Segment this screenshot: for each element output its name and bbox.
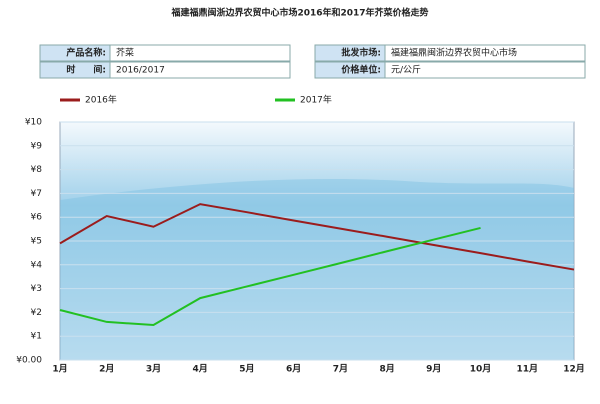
legend-label: 2016年 xyxy=(85,94,117,106)
info-value: 福建福鼎闽浙边界农贸中心市场 xyxy=(391,47,517,59)
y-tick-label: ¥2 xyxy=(31,308,42,318)
info-value-cell xyxy=(109,61,291,79)
x-tick-label: 5月 xyxy=(239,364,254,375)
info-label: 价格单位: xyxy=(341,64,381,76)
series-line xyxy=(59,226,481,327)
x-tick-label: 10月 xyxy=(470,364,492,375)
y-tick-label: ¥5 xyxy=(31,237,42,247)
info-value: 2016/2017 xyxy=(116,66,165,76)
info-label: 批发市场: xyxy=(341,47,381,59)
x-tick-label: 1月 xyxy=(52,364,67,375)
info-value-cell xyxy=(384,61,586,79)
y-tick-label: ¥8 xyxy=(31,165,43,175)
x-tick-label: 12月 xyxy=(563,364,585,375)
x-tick-label: 11月 xyxy=(517,364,539,375)
x-tick-label: 9月 xyxy=(426,364,441,375)
y-tick-label: ¥4 xyxy=(31,260,43,270)
y-tick-label: ¥9 xyxy=(31,141,43,151)
info-value: 芥菜 xyxy=(116,47,134,59)
x-tick-label: 4月 xyxy=(193,364,208,375)
y-tick-label: ¥3 xyxy=(31,284,42,294)
info-value-cell xyxy=(109,44,291,62)
info-label: 产品名称: xyxy=(66,47,106,59)
y-tick-label: ¥0.00 xyxy=(16,356,42,366)
info-value-cell xyxy=(384,44,586,62)
info-value: 元/公斤 xyxy=(391,65,421,76)
x-tick-label: 2月 xyxy=(99,364,114,375)
y-tick-label: ¥10 xyxy=(25,118,42,128)
x-tick-label: 7月 xyxy=(333,364,348,375)
series-line xyxy=(59,203,575,271)
x-tick-label: 3月 xyxy=(146,364,161,375)
y-tick-label: ¥1 xyxy=(31,332,42,342)
x-tick-label: 8月 xyxy=(379,364,394,375)
y-tick-label: ¥7 xyxy=(31,189,42,199)
legend-label: 2017年 xyxy=(300,94,332,106)
chart-title: 福建福鼎闽浙边界农贸中心市场2016年和2017年芥菜价格走势 xyxy=(170,7,428,19)
info-label: 时 间: xyxy=(66,64,106,76)
y-tick-label: ¥6 xyxy=(31,213,43,223)
x-tick-label: 6月 xyxy=(286,364,301,375)
